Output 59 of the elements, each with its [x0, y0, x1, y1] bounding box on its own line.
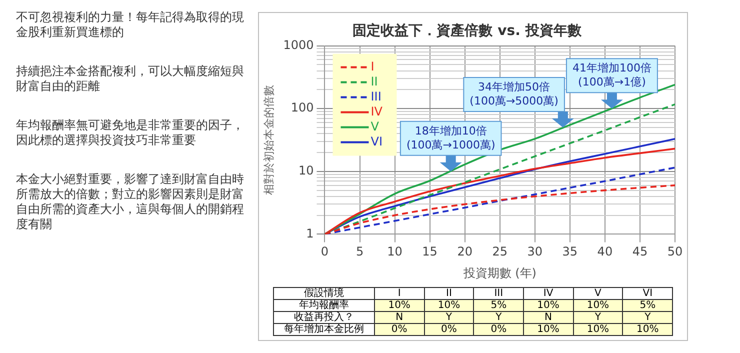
y-tick-label: 1: [306, 226, 314, 240]
x-tick-label: 25: [492, 244, 508, 259]
text: 10%: [523, 324, 574, 336]
text: I: [374, 288, 424, 300]
x-tick-label: 35: [562, 244, 578, 259]
text: 不可忽視複利的力量！每年記得為取得的現金股利重新買進標的: [16, 10, 244, 40]
text: N: [374, 312, 424, 324]
text: 年均報酬率: [274, 300, 374, 312]
text: 10%: [523, 300, 574, 312]
x-tick-label: 30: [527, 244, 543, 259]
legend-label: IV: [370, 104, 384, 118]
text: Y: [622, 312, 672, 324]
y-axis-title: 相對於初始本金的倍數: [262, 85, 276, 195]
text: 假設情境: [274, 288, 374, 300]
x-tick-label: 5: [356, 244, 364, 259]
x-tick-label: 40: [597, 244, 613, 259]
y-tick-label: 1000: [283, 38, 314, 52]
annotation: 34年增加50倍 (100萬→5000萬): [470, 80, 558, 108]
annotation: 41年增加100倍 (100萬→1億): [572, 61, 652, 88]
text: 0%: [474, 324, 524, 336]
annotation: 18年增加10倍 (100萬→1000萬): [406, 124, 496, 152]
x-tick-label: 20: [457, 244, 472, 259]
text: Y: [573, 312, 623, 324]
text: N: [523, 312, 574, 324]
x-tick-label: 50: [667, 244, 683, 259]
text: 0%: [424, 324, 474, 336]
x-tick-label: 0: [320, 244, 329, 259]
text: VI: [622, 288, 672, 300]
x-tick-label: 10: [387, 244, 402, 259]
legend-label: V: [370, 119, 380, 134]
legend-label: I: [370, 59, 374, 74]
text: 10%: [622, 324, 672, 336]
text: 10%: [573, 324, 623, 336]
text: 本金大小絕對重要，影響了達到財富自由時所需放大的倍數；對立的影響因素則是財富自由所需的資產大小，這與每個人的開銷程度有關: [16, 172, 244, 232]
text: 每年增加本金比例: [274, 324, 374, 336]
y-tick-label: 10: [298, 164, 314, 178]
legend-label: III: [370, 89, 382, 104]
text: 5%: [474, 300, 524, 312]
legend-label: VI: [370, 134, 382, 148]
text: 0%: [374, 324, 424, 336]
text: 5%: [622, 300, 672, 312]
x-tick-label: 45: [632, 244, 648, 259]
x-axis-title: 投資期數 (年): [462, 266, 536, 280]
text: 10%: [573, 300, 623, 312]
text: II: [424, 288, 474, 300]
text: Y: [424, 312, 474, 324]
text: 收益再投入？: [274, 312, 374, 324]
text: Y: [474, 312, 524, 324]
y-tick-label: 100: [290, 100, 314, 115]
text: 持續挹注本金搭配複利，可以大幅度縮短與財富自由的距離: [16, 64, 244, 94]
x-tick-label: 15: [422, 244, 438, 259]
text: III: [474, 288, 524, 300]
chart-title: 固定收益下．資產倍數 vs. 投資年數: [352, 22, 582, 40]
legend-label: II: [370, 74, 378, 88]
text: 10%: [374, 300, 424, 312]
text: 10%: [424, 300, 474, 312]
text: 年均報酬率無可避免地是非常重要的因子，因此標的選擇與投資技巧非常重要: [16, 118, 244, 148]
text: IV: [523, 288, 574, 300]
text: V: [573, 288, 623, 300]
